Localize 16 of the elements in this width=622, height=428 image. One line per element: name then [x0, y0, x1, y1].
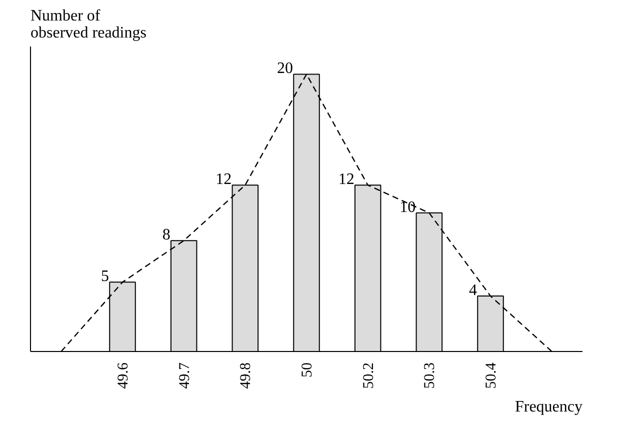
data-label: 20: [277, 60, 294, 78]
data-label: 8: [162, 226, 170, 244]
x-tick-label: 50.2: [360, 362, 377, 389]
x-tick-label: 50: [300, 362, 316, 378]
x-axis-title: Frequency: [514, 398, 582, 416]
x-tick-label: 50.3: [422, 362, 438, 389]
data-label: 12: [216, 171, 232, 188]
x-tick-label: 50.4: [484, 362, 500, 389]
data-label: 10: [400, 198, 416, 216]
y-axis-title: Number of observed readings: [30, 8, 146, 42]
x-tick-label: 49.8: [238, 362, 254, 389]
data-label: 4: [469, 282, 478, 300]
data-label: 12: [338, 171, 354, 188]
x-tick-label: 49.6: [116, 362, 132, 389]
x-tick-label: 49.7: [176, 362, 193, 389]
data-label: 5: [101, 268, 110, 286]
